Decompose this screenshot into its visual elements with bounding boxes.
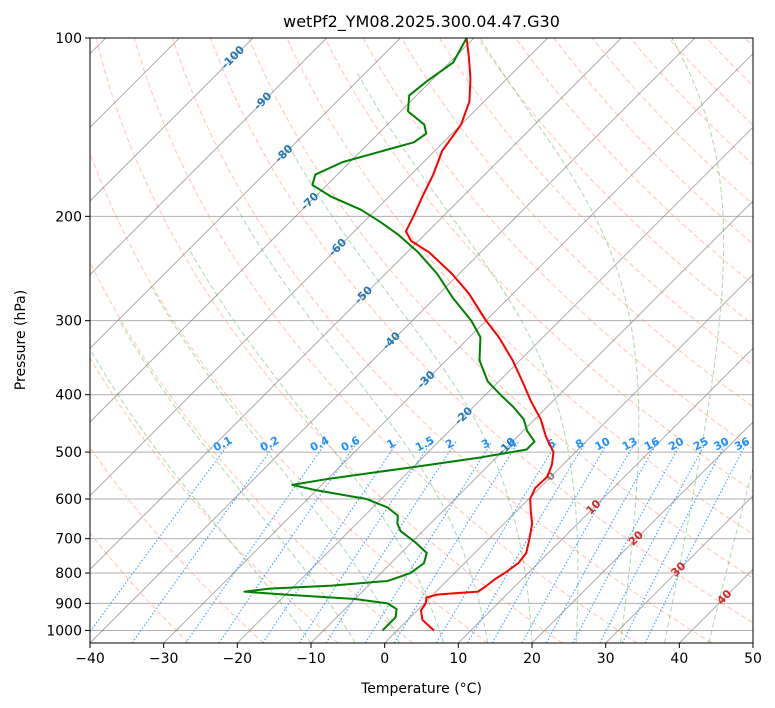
dewpoint-profile [243,38,536,632]
isotherm [90,38,696,643]
mixing-ratio-lines [90,441,748,643]
dry-adiabat [362,38,753,450]
y-axis-label: Pressure (hPa) [13,290,29,390]
dry-adiabat [286,38,753,535]
moist-adiabat [90,348,312,643]
dry-adiabat [90,151,488,643]
mixing-ratio-label: 20 [666,435,686,454]
mixing-ratio-label: 30 [712,435,732,454]
isotherm [163,52,753,643]
mixing-ratio-line [218,441,358,643]
dry-adiabat [210,38,753,624]
moist-adiabat [664,38,725,643]
x-axis: −40 −30 −20 −10 0 10 20 30 40 50 [75,643,762,667]
moist-adiabats [90,38,753,643]
dry-adiabat [324,38,753,492]
mixing-ratio-line [393,441,520,643]
dry-adiabat [90,446,264,643]
isotherm [310,200,753,643]
y-tick-label: 400 [55,388,82,404]
x-tick-label: 10 [449,651,467,667]
mixing-ratio-line [621,441,728,643]
isotherm [605,494,753,643]
temperature-profile [404,38,555,632]
moist-adiabat [708,466,753,643]
mixing-ratio-line [491,441,609,643]
mixing-ratio-line [298,441,432,643]
isotherm [457,347,753,643]
mixing-ratio-label: 10 [593,435,613,454]
pressure-gridlines [90,38,753,631]
x-tick-label: 20 [523,651,541,667]
mixing-ratio-label: 16 [642,435,662,454]
y-tick-label: 600 [55,492,82,508]
dry-adiabat [133,38,638,643]
dry-adiabat [95,38,563,643]
y-tick-label: 200 [55,209,82,225]
mixing-ratio-label: 25 [691,435,711,454]
y-tick-label: 800 [55,566,82,582]
mixing-ratio-label: 36 [732,435,752,454]
plot-frame [89,37,754,644]
mixing-ratio-line [435,441,558,643]
y-tick-label: 500 [55,445,82,461]
isotherm [90,38,549,497]
isotherm [90,38,254,202]
y-tick-label: 700 [55,532,82,548]
y-tick-label: 100 [55,31,82,47]
dry-adiabat [477,38,753,326]
isotherm [90,38,328,276]
x-tick-label: 0 [380,651,389,667]
mixing-ratio-line [572,441,683,643]
moist-adiabat [356,71,579,643]
dry-adiabat [171,38,712,643]
x-tick-label: 40 [670,651,688,667]
mixing-ratio-line [325,441,457,643]
dry-adiabat [90,532,190,643]
isotherm [90,38,401,350]
mixing-ratio-line [599,441,707,643]
moist-adiabat [286,142,533,643]
mixing-ratio-line [467,441,587,643]
isotherm [90,38,622,571]
mixing-ratio-line [185,441,328,643]
x-tick-label: −20 [223,651,253,667]
y-tick-label: 900 [55,596,82,612]
isotherms [90,38,753,643]
moist-adiabat [479,38,640,643]
moist-adiabat [233,202,489,643]
mixing-ratio-label: 13 [620,435,640,454]
isotherm [236,126,753,643]
y-tick-label: 300 [55,314,82,330]
x-tick-label: 50 [744,651,762,667]
x-tick-label: −10 [296,651,326,667]
isotherm [531,421,753,643]
mixing-ratio-line [364,441,493,643]
dry-adiabat [438,38,753,367]
isotherm [384,273,753,643]
y-tick-label: 1000 [46,623,82,639]
x-tick-label: 30 [597,651,615,667]
x-axis-label: Temperature (°C) [360,681,482,697]
sounding-profiles [243,38,555,632]
y-axis: 100 200 300 400 500 600 700 800 900 1000 [46,31,90,639]
mixing-ratio-line [262,441,399,643]
dry-adiabat [90,357,339,643]
x-tick-label: −40 [75,651,105,667]
x-tick-label: −30 [149,651,179,667]
isotherm [90,38,475,423]
chart-title: wetPf2_YM08.2025.300.04.47.G30 [283,12,560,32]
